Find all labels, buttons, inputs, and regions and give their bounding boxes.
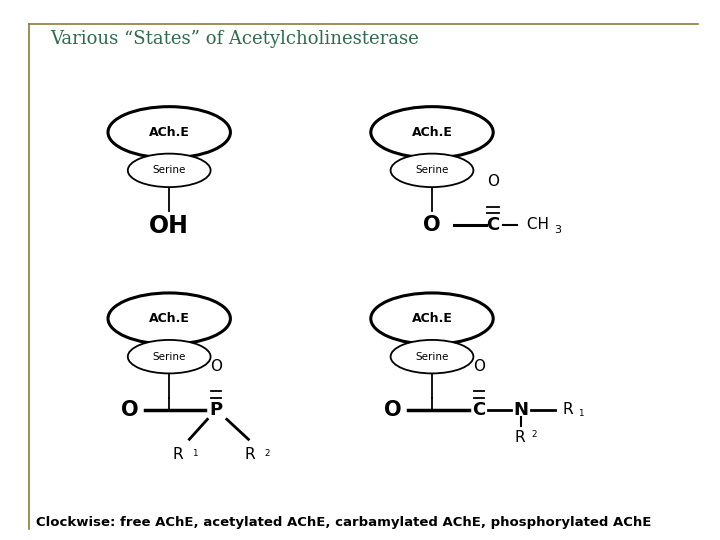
Text: OH: OH	[149, 214, 189, 238]
Text: ACh.E: ACh.E	[149, 126, 189, 139]
Text: 3: 3	[554, 225, 562, 235]
Text: R: R	[515, 430, 526, 445]
Text: CH: CH	[522, 218, 549, 232]
Text: Serine: Serine	[415, 352, 449, 362]
Text: R: R	[562, 402, 573, 417]
Text: ACh.E: ACh.E	[412, 312, 452, 325]
Text: C: C	[487, 216, 500, 234]
Ellipse shape	[127, 340, 210, 374]
Ellipse shape	[391, 340, 474, 374]
Ellipse shape	[108, 107, 230, 158]
Text: Serine: Serine	[415, 165, 449, 176]
Ellipse shape	[391, 153, 474, 187]
Text: P: P	[210, 401, 222, 418]
Text: ACh.E: ACh.E	[149, 312, 189, 325]
Ellipse shape	[127, 153, 210, 187]
Text: $_2$: $_2$	[531, 428, 537, 441]
Text: R: R	[245, 447, 255, 462]
Ellipse shape	[371, 107, 493, 158]
Text: $_1$: $_1$	[578, 406, 585, 419]
Text: $_2$: $_2$	[264, 446, 271, 459]
Text: O: O	[384, 400, 401, 420]
Text: O: O	[423, 215, 441, 235]
Text: Serine: Serine	[153, 352, 186, 362]
Text: O: O	[473, 360, 485, 375]
Text: C: C	[472, 401, 485, 418]
Text: Serine: Serine	[153, 165, 186, 176]
Text: Clockwise: free AChE, acetylated AChE, carbamylated AChE, phosphorylated AChE: Clockwise: free AChE, acetylated AChE, c…	[36, 516, 652, 529]
Ellipse shape	[108, 293, 230, 345]
Text: N: N	[513, 401, 528, 418]
Text: R: R	[173, 447, 183, 462]
Ellipse shape	[371, 293, 493, 345]
Text: O: O	[121, 400, 138, 420]
Text: Various “States” of Acetylcholinesterase: Various “States” of Acetylcholinesterase	[50, 30, 419, 48]
Text: $_1$: $_1$	[192, 446, 199, 459]
Text: O: O	[487, 174, 499, 190]
Text: ACh.E: ACh.E	[412, 126, 452, 139]
Text: O: O	[210, 360, 222, 375]
